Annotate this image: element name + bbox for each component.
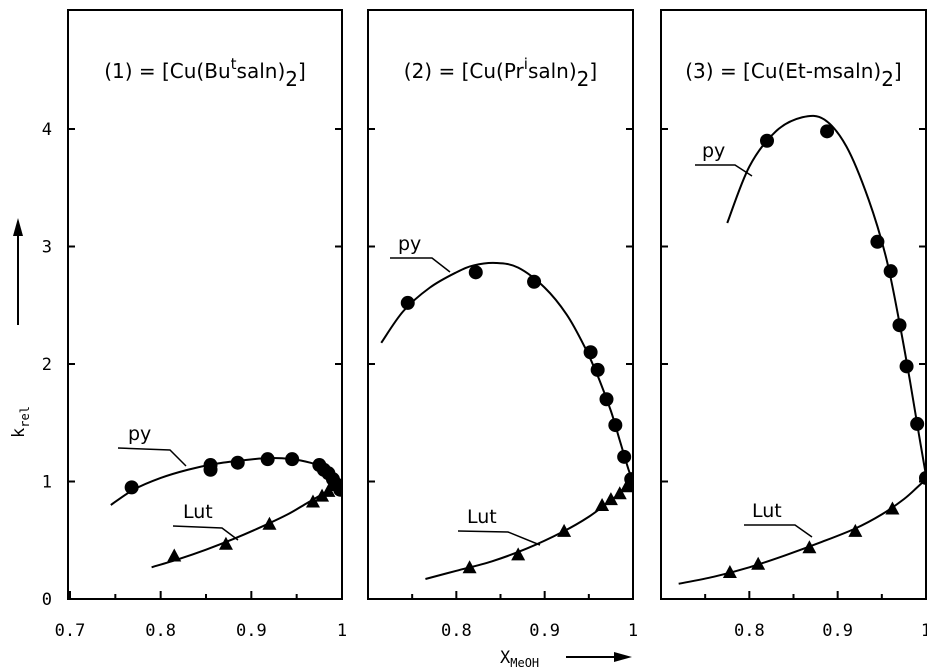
panel-3: 0.8 0.9 1 (3) = [Cu(Et-msaln)2] (660, 9, 927, 641)
series-label-lut: Lut (752, 500, 782, 522)
data-point-lut (751, 556, 766, 570)
x-tick-label: 0.9 (529, 621, 560, 641)
x-tick-label: 1 (921, 621, 927, 641)
panel-1: 0.7 0.8 0.9 1 0 1 2 3 4 (1) = [Cu(Butsaln)2] (42, 9, 347, 641)
data-point-lut (167, 548, 182, 562)
panel-title: (2) = [Cu(Prisaln)2] (404, 55, 597, 91)
series-curve-lut (678, 478, 926, 585)
series-curve-lut (425, 480, 633, 580)
data-point-py (599, 392, 614, 407)
series-curve-lut (151, 480, 342, 569)
data-point-lut (315, 488, 330, 502)
data-point-lut (262, 516, 277, 530)
data-point-py (870, 234, 885, 249)
leader-line (744, 524, 813, 538)
leader-line (117, 447, 187, 467)
data-point-py (760, 133, 774, 148)
data-point-py (230, 455, 245, 470)
y-tick-label: 1 (42, 473, 52, 493)
series-curve-py (380, 261, 633, 482)
x-tick-label: 0.9 (236, 621, 267, 641)
data-point-lut (462, 560, 477, 574)
data-point-lut (848, 523, 863, 537)
leader-line (695, 164, 753, 177)
series-curve-py (726, 114, 926, 476)
data-point-py (400, 295, 415, 310)
panel-title: (1) = [Cu(Butsaln)2] (104, 55, 306, 91)
x-axis-label: XMeOH (500, 648, 539, 670)
plot-area (380, 261, 633, 580)
x-tick-label: 0.9 (822, 621, 853, 641)
data-point-py (468, 265, 483, 280)
series-label-py: py (702, 140, 725, 162)
data-point-py (617, 449, 632, 464)
data-point-lut (325, 478, 340, 492)
data-point-lut (603, 492, 618, 506)
panel-2: 0.8 0.9 1 (2) = [Cu(Prisaln)2] (367, 9, 638, 641)
data-point-py (899, 359, 914, 374)
series-label-lut: Lut (183, 501, 213, 523)
data-point-py (892, 318, 907, 333)
data-point-py (285, 452, 300, 467)
x-tick-label: 0.8 (145, 621, 176, 641)
data-point-py (124, 480, 139, 495)
data-point-py (260, 452, 275, 467)
data-point-lut (595, 498, 610, 511)
data-point-lut (218, 536, 233, 550)
data-point-lut (802, 540, 817, 554)
leader-line (172, 525, 239, 541)
series-label-py: py (128, 423, 151, 445)
data-point-lut (612, 486, 627, 500)
x-tick-label: 0.8 (734, 621, 765, 641)
y-tick-label: 3 (42, 238, 52, 258)
data-point-lut (885, 501, 900, 515)
data-point-lut (305, 494, 320, 508)
x-tick-label: 0.7 (55, 621, 86, 641)
y-axis-label: krel (9, 406, 32, 438)
leader-line (390, 257, 451, 273)
data-point-lut (619, 479, 633, 493)
panel-title: (3) = [Cu(Et-msaln)2] (685, 59, 901, 91)
series-label-py: py (398, 233, 421, 255)
data-point-py (608, 418, 623, 433)
plot-area (110, 452, 342, 569)
data-point-lut (511, 547, 526, 561)
x-axis-arrow-head (614, 652, 632, 662)
data-point-py (883, 264, 898, 279)
series-label-lut: Lut (467, 506, 497, 528)
y-tick-label: 4 (42, 120, 52, 140)
data-point-lut (722, 564, 737, 578)
y-tick-label: 0 (42, 590, 52, 610)
y-axis-arrow-head (13, 218, 23, 236)
x-tick-label: 1 (337, 621, 347, 641)
data-point-py (820, 124, 835, 139)
data-point-py (590, 362, 605, 377)
data-point-py (203, 458, 218, 473)
x-tick-label: 1 (628, 621, 638, 641)
y-tick-label: 2 (42, 355, 52, 375)
data-point-py (583, 345, 598, 360)
leader-line (457, 530, 541, 546)
data-point-py (527, 274, 542, 289)
data-point-py (910, 416, 925, 431)
data-point-lut (557, 523, 572, 537)
plot-area (678, 114, 926, 585)
series-curve-py (110, 456, 342, 506)
x-tick-label: 0.8 (441, 621, 472, 641)
